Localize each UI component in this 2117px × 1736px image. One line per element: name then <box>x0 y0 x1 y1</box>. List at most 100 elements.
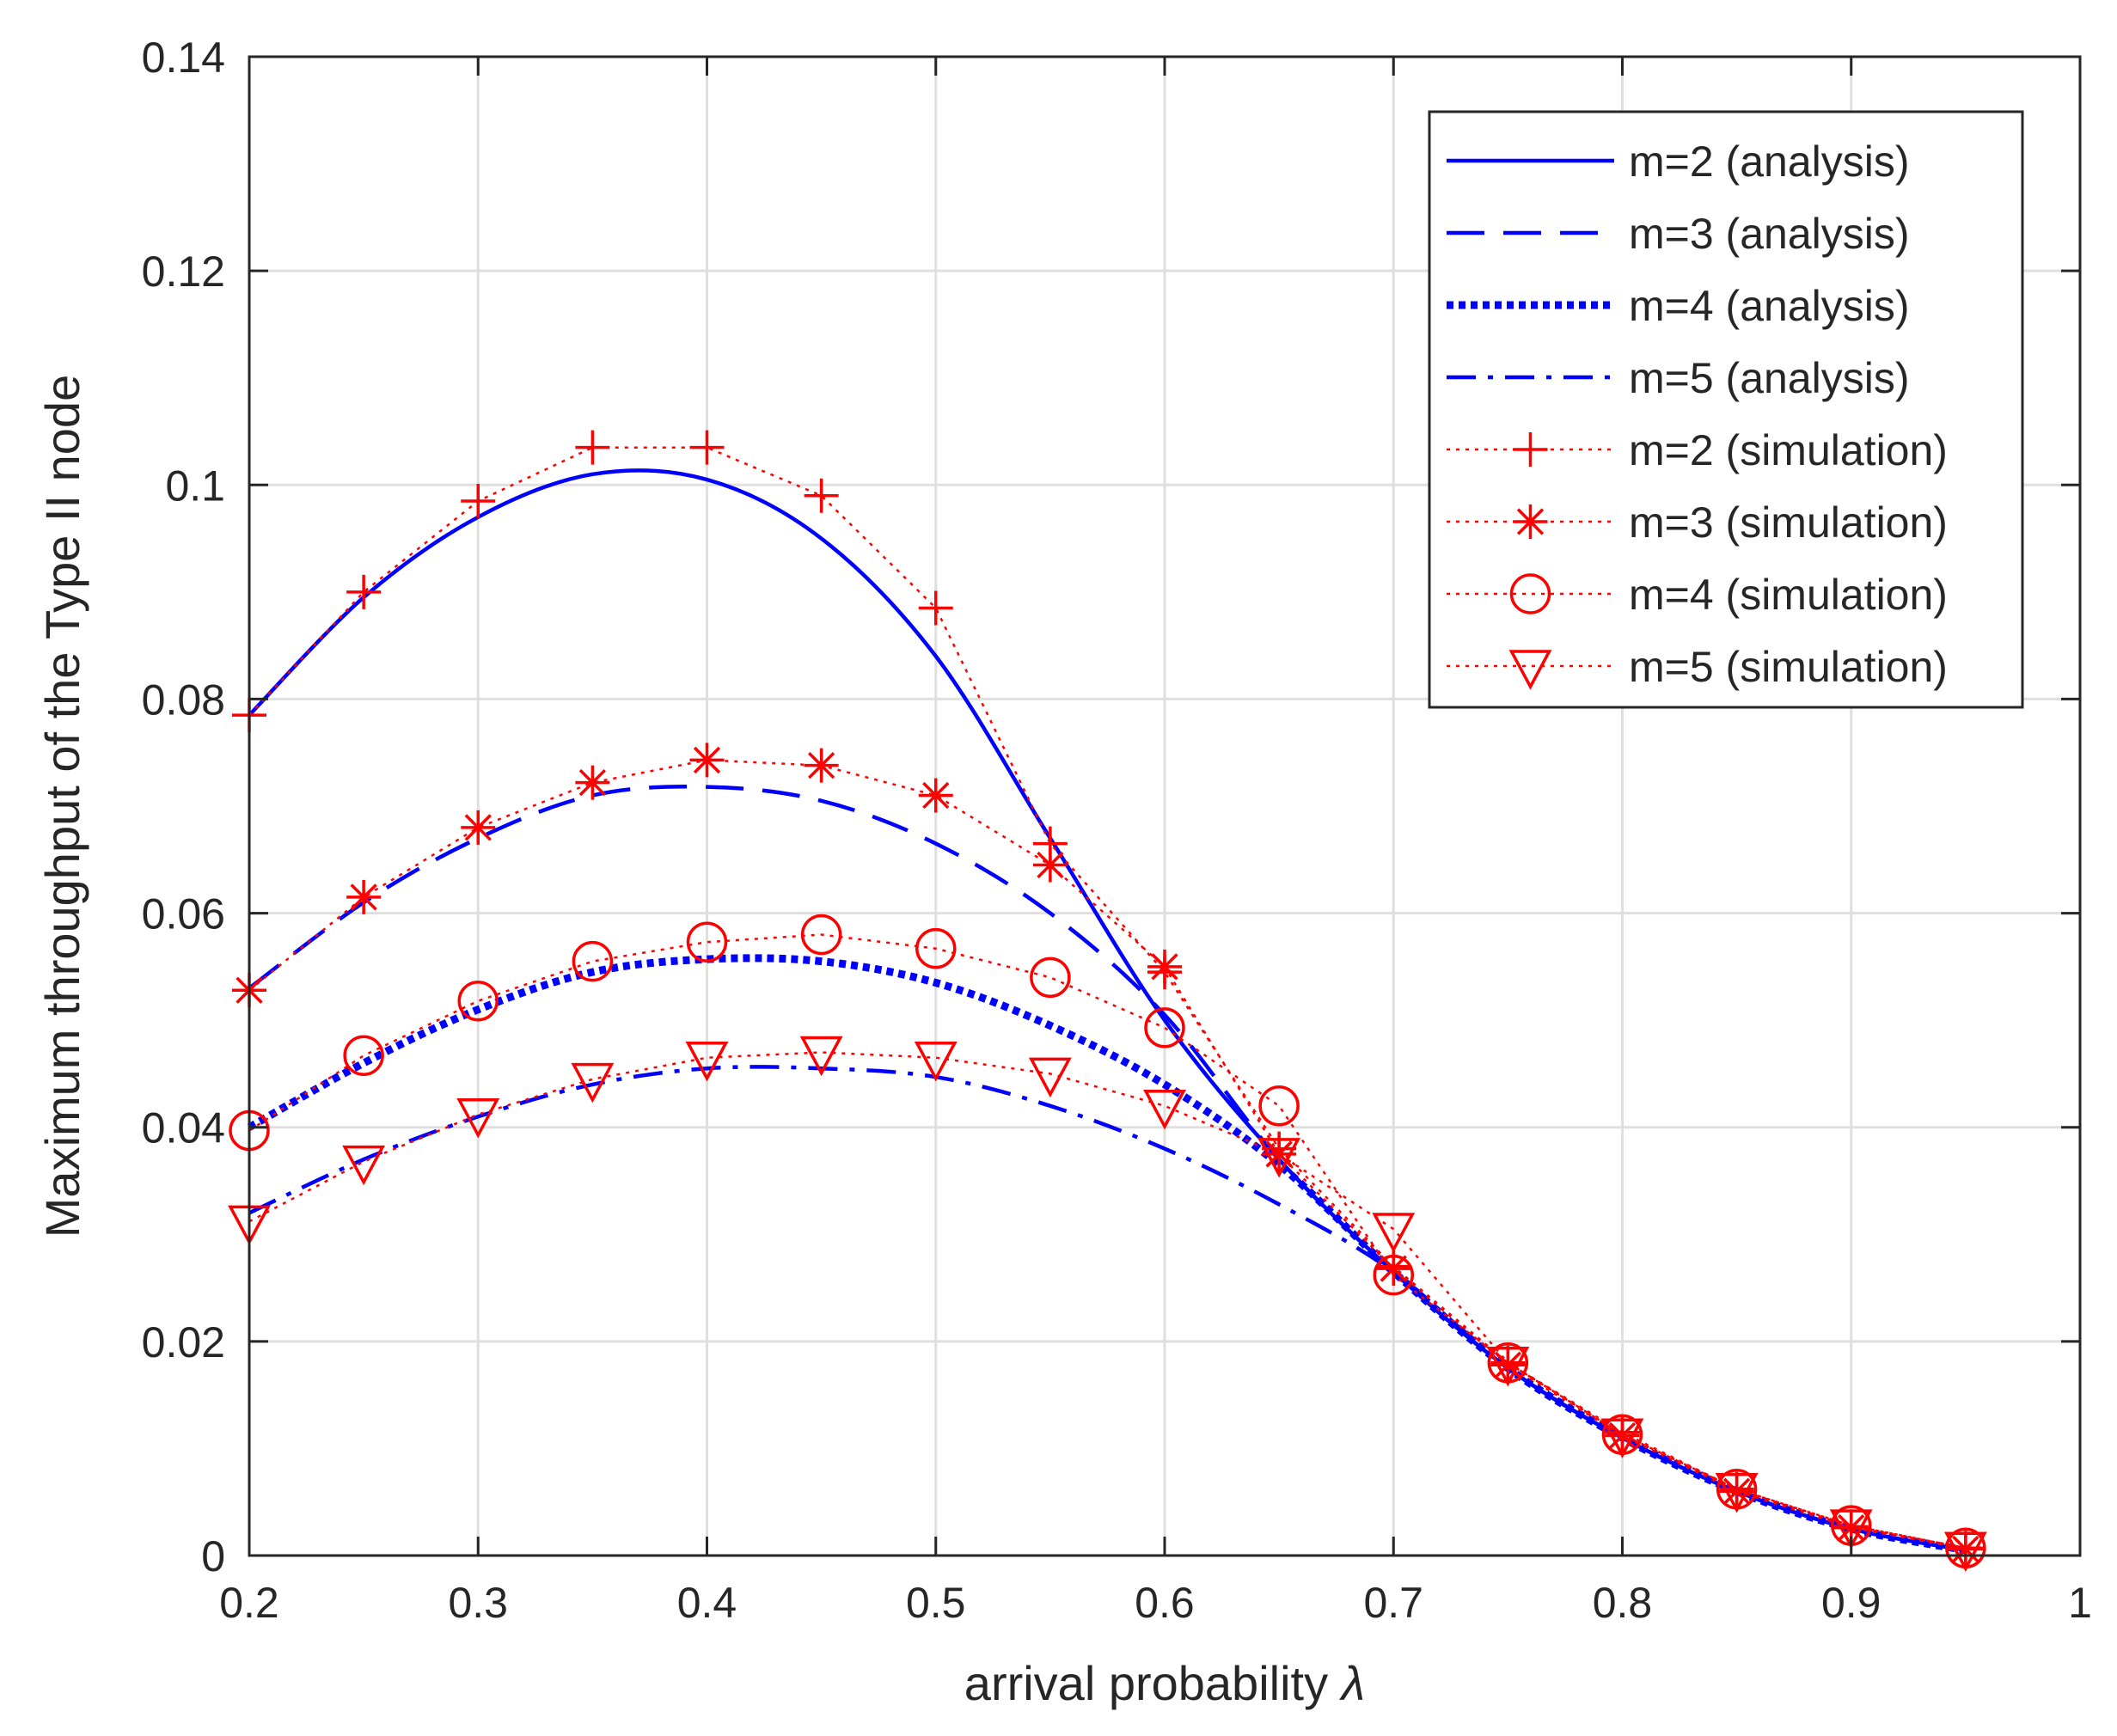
legend-entry: m=5 (analysis) <box>1447 354 1910 402</box>
simulation-line <box>248 446 1967 1550</box>
plus-marker <box>918 590 953 626</box>
asterisk-marker <box>1719 1474 1754 1509</box>
circle-marker <box>800 914 842 956</box>
analysis-line <box>247 954 1967 1555</box>
circle-marker <box>1030 957 1071 999</box>
legend-label: m=5 (simulation) <box>1629 643 1948 691</box>
triangle-down-marker <box>1508 650 1552 690</box>
asterisk-marker <box>804 748 839 783</box>
circle-marker <box>457 980 499 1022</box>
triangle-down-marker <box>456 1098 500 1139</box>
asterisk-marker <box>1376 1251 1411 1287</box>
triangle-down-marker <box>1600 1418 1644 1458</box>
triangle-down-marker <box>342 1145 386 1186</box>
circle-marker <box>572 940 614 982</box>
triangle-down-marker <box>1143 1090 1186 1130</box>
triangle-down-marker <box>1943 1531 1987 1572</box>
y-tick-label: 0.14 <box>142 34 225 82</box>
simulation-series-4 <box>229 914 1986 1569</box>
asterisk-marker <box>689 743 725 778</box>
asterisk-marker <box>1147 949 1182 984</box>
asterisk-marker <box>1948 1531 1983 1567</box>
x-tick-label: 1 <box>2068 1579 2092 1627</box>
x-tick-label: 0.7 <box>1363 1579 1423 1627</box>
legend-label: m=3 (analysis) <box>1629 210 1910 258</box>
plus-marker <box>346 574 382 609</box>
x-tick-label: 0.9 <box>1821 1579 1881 1627</box>
plus-marker <box>804 478 839 513</box>
legend-entry: m=4 (analysis) <box>1447 282 1910 330</box>
plus-marker <box>575 430 610 465</box>
x-tick-label: 0.4 <box>677 1579 737 1627</box>
x-tick-label: 0.2 <box>219 1579 279 1627</box>
triangle-down-marker <box>799 1036 843 1077</box>
y-tick-label: 0 <box>201 1532 225 1580</box>
circle-marker <box>343 1035 384 1077</box>
asterisk-marker <box>1262 1136 1297 1171</box>
legend: m=2 (analysis) m=3 (analysis) m=4 (analysi… <box>1428 110 2024 709</box>
analysis-line <box>248 1065 1967 1553</box>
circle-marker <box>1144 1007 1185 1048</box>
legend-entry: m=3 (analysis) <box>1447 210 1910 258</box>
x-tick-label: 0.5 <box>906 1579 966 1627</box>
x-tick-label: 0.3 <box>448 1579 508 1627</box>
circle-marker <box>1509 573 1551 614</box>
plus-marker <box>461 483 496 518</box>
y-tick-label: 0.06 <box>142 890 225 938</box>
asterisk-marker <box>346 879 382 914</box>
circle-marker <box>915 927 957 969</box>
triangle-down-marker <box>685 1041 729 1082</box>
asterisk-marker <box>1032 847 1068 883</box>
y-tick-label: 0.04 <box>142 1104 225 1152</box>
y-axis-label: Maximum throughput of the Type II node <box>35 375 89 1238</box>
simulation-line <box>248 1051 1967 1550</box>
legend-label: m=4 (simulation) <box>1629 571 1948 619</box>
triangle-down-marker <box>1829 1509 1873 1550</box>
lambda-symbol: λ <box>1339 1656 1366 1710</box>
asterisk-marker <box>918 778 953 813</box>
legend-label: m=2 (analysis) <box>1629 138 1910 186</box>
legend-label: m=2 (simulation) <box>1629 426 1948 474</box>
legend-entry: m=4 (simulation) <box>1447 571 1948 619</box>
asterisk-marker <box>575 765 610 800</box>
plot-area: 0.2 0.3 0.4 0.5 0.6 0.7 0.8 0.9 1 0 0.02 0.04 0.06 0.… <box>142 34 2092 1627</box>
plus-marker <box>689 430 725 465</box>
triangle-down-marker <box>571 1062 615 1103</box>
legend-entry: m=2 (simulation) <box>1447 426 1948 474</box>
y-tick-label: 0.1 <box>165 462 225 510</box>
y-tick-label: 0.08 <box>142 675 225 724</box>
asterisk-marker <box>1490 1348 1526 1383</box>
x-tick-label: 0.6 <box>1135 1579 1195 1627</box>
legend-box <box>1428 110 2024 709</box>
series-layer <box>228 430 1987 1572</box>
simulation-line <box>248 933 1967 1550</box>
legend-entry: m=5 (simulation) <box>1447 643 1948 691</box>
legend-entry: m=2 (analysis) <box>1447 138 1910 186</box>
x-axis-label-text: arrival probability <box>964 1656 1328 1710</box>
ticks: 0.2 0.3 0.4 0.5 0.6 0.7 0.8 0.9 1 0 0.02 0.04 0.06 0.… <box>142 34 2092 1627</box>
y-tick-label: 0.12 <box>142 248 225 296</box>
triangle-down-marker <box>1486 1347 1530 1387</box>
circle-marker <box>1373 1254 1414 1296</box>
asterisk-marker <box>1833 1510 1869 1545</box>
analysis-series-5 <box>248 1065 1967 1553</box>
analysis-series-4 <box>247 954 1967 1555</box>
legend-label: m=3 (simulation) <box>1629 498 1948 547</box>
triangle-down-marker <box>1257 1138 1301 1178</box>
legend-label: m=5 (analysis) <box>1629 354 1910 402</box>
triangle-down-marker <box>1715 1473 1759 1513</box>
triangle-down-marker <box>914 1041 958 1082</box>
asterisk-marker <box>461 810 496 845</box>
simulation-series-5 <box>228 1036 1987 1572</box>
circle-marker <box>1258 1085 1300 1127</box>
x-axis-label: arrival probability λ <box>964 1656 1365 1710</box>
triangle-down-marker <box>1372 1213 1416 1253</box>
asterisk-marker <box>1513 504 1548 539</box>
x-tick-label: 0.8 <box>1593 1579 1653 1627</box>
simulation-line <box>248 759 1967 1550</box>
triangle-down-marker <box>1028 1057 1072 1098</box>
legend-entry: m=3 (simulation) <box>1447 498 1948 547</box>
y-tick-label: 0.02 <box>142 1318 225 1366</box>
legend-label: m=4 (analysis) <box>1629 282 1910 330</box>
